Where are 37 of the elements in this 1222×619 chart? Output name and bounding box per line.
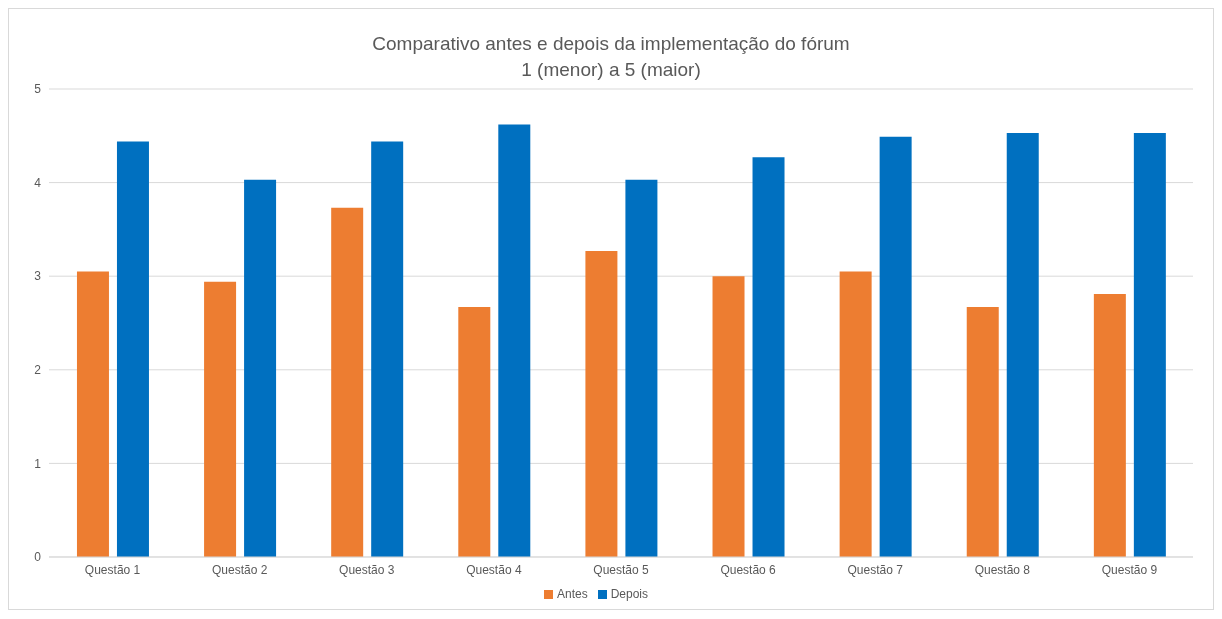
chart-title: Comparativo antes e depois da implementação do fórum (371, 32, 851, 56)
y-tick-label: 5 (34, 82, 42, 97)
bar (458, 307, 491, 557)
bar (371, 141, 404, 557)
y-tick-label: 4 (34, 175, 42, 190)
bar (1093, 293, 1126, 557)
bar (331, 207, 364, 557)
x-tick-label: Questão 5 (593, 562, 650, 577)
x-tick-label: Questão 9 (1101, 562, 1158, 577)
bar (966, 307, 999, 557)
x-tick-label: Questão 3 (339, 562, 395, 577)
x-tick-label: Questão 7 (847, 562, 904, 577)
bar (839, 271, 872, 557)
bar (204, 281, 237, 557)
bar (244, 179, 277, 557)
bar (76, 271, 109, 557)
bar (1006, 132, 1039, 557)
bar (1133, 132, 1166, 557)
y-tick-label: 1 (34, 456, 42, 471)
chart-subtitle: 1 (menor) a 5 (maior) (520, 58, 702, 82)
bar (116, 141, 149, 557)
y-tick-label: 2 (34, 363, 42, 378)
bar (879, 136, 912, 557)
bar (712, 276, 745, 557)
bar (752, 157, 785, 557)
bar (498, 124, 531, 557)
x-tick-label: Questão 6 (720, 562, 777, 577)
y-tick-label: 3 (34, 269, 42, 284)
legend-label: Antes (556, 587, 588, 601)
bar (625, 179, 658, 557)
x-tick-label: Questão 2 (211, 562, 268, 577)
legend-label: Depois (610, 587, 649, 601)
bar (585, 250, 618, 557)
x-tick-label: Questão 8 (974, 562, 1031, 577)
x-tick-label: Questão 1 (84, 562, 141, 577)
x-tick-label: Questão 4 (466, 562, 522, 577)
y-tick-label: 0 (34, 550, 42, 565)
